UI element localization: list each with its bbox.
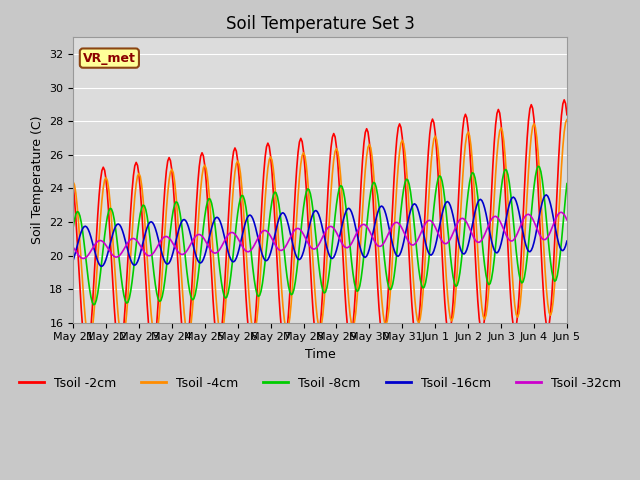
Tsoil -8cm xyxy=(380,243,387,249)
Tsoil -2cm xyxy=(368,178,376,183)
Tsoil -4cm xyxy=(380,311,387,316)
Tsoil -32cm xyxy=(557,209,565,215)
Tsoil -16cm xyxy=(563,238,571,244)
Tsoil -32cm xyxy=(380,241,387,247)
Tsoil -2cm xyxy=(83,353,91,359)
Text: VR_met: VR_met xyxy=(83,52,136,65)
Tsoil -16cm xyxy=(98,264,106,269)
Tsoil -16cm xyxy=(163,261,170,266)
Tsoil -4cm xyxy=(86,339,93,345)
Tsoil -8cm xyxy=(90,302,97,308)
Tsoil -4cm xyxy=(69,179,77,185)
Tsoil -32cm xyxy=(368,234,376,240)
Tsoil -16cm xyxy=(69,258,77,264)
Tsoil -2cm xyxy=(563,112,571,118)
Tsoil -8cm xyxy=(504,172,512,178)
Tsoil -16cm xyxy=(504,207,512,213)
Tsoil -4cm xyxy=(563,117,571,122)
Tsoil -32cm xyxy=(80,255,88,261)
Tsoil -2cm xyxy=(380,336,387,341)
Tsoil -32cm xyxy=(69,244,77,250)
Tsoil -4cm xyxy=(163,207,170,213)
Line: Tsoil -4cm: Tsoil -4cm xyxy=(73,120,567,342)
Tsoil -2cm xyxy=(163,168,170,174)
Tsoil -8cm xyxy=(352,286,360,291)
Tsoil -32cm xyxy=(84,252,92,258)
Tsoil -2cm xyxy=(84,349,92,355)
Legend: Tsoil -2cm, Tsoil -4cm, Tsoil -8cm, Tsoil -16cm, Tsoil -32cm: Tsoil -2cm, Tsoil -4cm, Tsoil -8cm, Tsoi… xyxy=(14,372,626,395)
Line: Tsoil -8cm: Tsoil -8cm xyxy=(73,166,567,305)
Title: Soil Temperature Set 3: Soil Temperature Set 3 xyxy=(225,15,415,33)
Line: Tsoil -2cm: Tsoil -2cm xyxy=(73,100,567,356)
X-axis label: Time: Time xyxy=(305,348,335,361)
Tsoil -16cm xyxy=(352,225,360,230)
Tsoil -8cm xyxy=(368,182,376,188)
Tsoil -8cm xyxy=(163,265,170,271)
Tsoil -8cm xyxy=(534,163,542,169)
Line: Tsoil -16cm: Tsoil -16cm xyxy=(73,195,567,266)
Tsoil -2cm xyxy=(561,97,568,103)
Tsoil -8cm xyxy=(83,264,91,270)
Line: Tsoil -32cm: Tsoil -32cm xyxy=(73,212,567,258)
Tsoil -2cm xyxy=(352,285,360,290)
Tsoil -4cm xyxy=(352,311,360,316)
Tsoil -2cm xyxy=(504,246,512,252)
Tsoil -32cm xyxy=(563,217,571,223)
Tsoil -16cm xyxy=(368,234,376,240)
Tsoil -32cm xyxy=(352,232,360,238)
Tsoil -2cm xyxy=(69,181,77,187)
Tsoil -32cm xyxy=(504,236,512,241)
Tsoil -16cm xyxy=(380,204,387,210)
Tsoil -8cm xyxy=(563,180,571,186)
Tsoil -8cm xyxy=(69,225,77,231)
Tsoil -4cm xyxy=(368,155,376,160)
Tsoil -16cm xyxy=(543,192,550,198)
Tsoil -4cm xyxy=(83,329,91,335)
Tsoil -4cm xyxy=(504,197,512,203)
Tsoil -32cm xyxy=(163,234,170,240)
Tsoil -16cm xyxy=(83,224,91,230)
Y-axis label: Soil Temperature (C): Soil Temperature (C) xyxy=(31,116,44,244)
